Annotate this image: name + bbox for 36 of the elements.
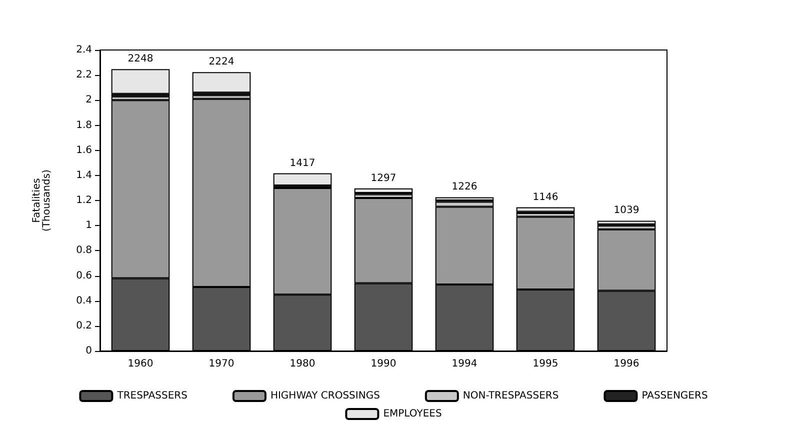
- x-tick-label: 1970: [208, 358, 234, 370]
- x-tick-label: 1995: [532, 358, 558, 370]
- total-label: 1226: [452, 182, 478, 193]
- y-tick-label: 2.4: [76, 44, 92, 56]
- legend-label: NON-TRESPASSERS: [462, 390, 559, 402]
- y-tick-label: 0.2: [76, 320, 92, 332]
- legend-label: HIGHWAY CROSSINGS: [270, 390, 380, 402]
- total-label: 1297: [370, 172, 396, 184]
- x-tick-label: 1990: [370, 358, 396, 370]
- y-tick-label: 0: [86, 346, 92, 356]
- y-tick-label: 0.8: [76, 245, 92, 256]
- y-tick-label: 2: [86, 94, 92, 106]
- y-tick-label: 1.6: [76, 144, 92, 156]
- bar: [273, 173, 332, 186]
- total-label: 1039: [614, 205, 640, 216]
- total-label: 2248: [128, 54, 154, 65]
- y-tick-label: 1.2: [76, 195, 92, 206]
- x-tick-label: 1994: [452, 358, 478, 370]
- x-tick-label: 1996: [614, 358, 640, 370]
- y-tick-label: 2.2: [76, 70, 92, 81]
- y-tick-label: 1.4: [76, 170, 92, 181]
- total-label: 1146: [532, 192, 558, 203]
- total-label: 1417: [290, 158, 316, 169]
- total-label: 2224: [208, 56, 234, 68]
- y-tick-label: 1: [86, 220, 92, 232]
- bar: [111, 69, 170, 94]
- legend-label: EMPLOYEES: [383, 408, 442, 420]
- x-tick-label: 1960: [128, 358, 154, 370]
- x-tick-label: 1980: [290, 358, 316, 370]
- bar: [192, 72, 251, 93]
- y-tick-label: 1.8: [76, 120, 92, 131]
- y-axis-title: Fatalities (Thousands): [32, 169, 52, 232]
- y-tick-label: 0.6: [76, 270, 92, 282]
- legend-label: TRESPASSERS: [116, 390, 188, 402]
- legend-label: PASSENGERS: [642, 390, 708, 402]
- y-tick-label: 0.4: [76, 295, 92, 306]
